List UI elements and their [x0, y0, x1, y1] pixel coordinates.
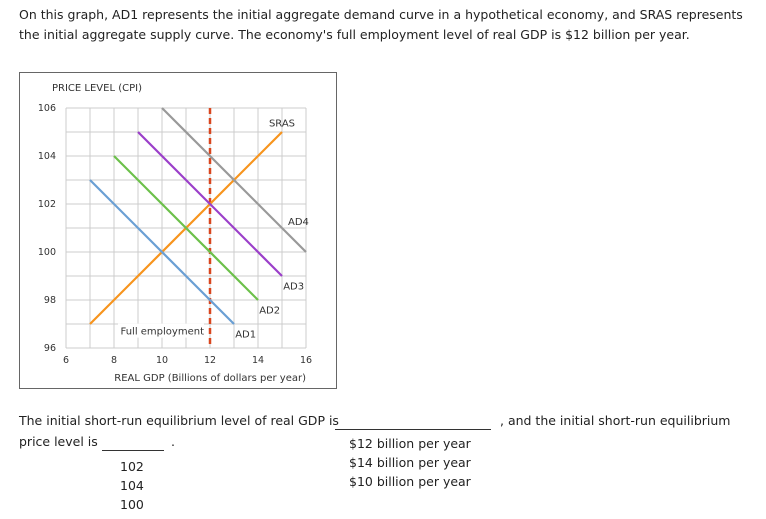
x-tick-label: 6 — [63, 355, 69, 366]
y-tick-label: 102 — [38, 199, 56, 210]
gdp-options-list: $12 billion per year $14 billion per yea… — [349, 434, 471, 491]
curve-ad2 — [113, 155, 259, 301]
y-tick-label: 100 — [38, 247, 56, 258]
curve-ad4 — [161, 107, 307, 253]
question-line-1: The initial short-run equilibrium level … — [19, 413, 339, 428]
curve-label-ad2: AD2 — [259, 306, 280, 317]
price-option[interactable]: 102 — [120, 459, 144, 474]
question-price-prefix: price level is — [19, 434, 98, 449]
curve-label-ad3: AD3 — [283, 282, 304, 293]
y-tick-label: 106 — [38, 103, 56, 114]
y-tick-label: 104 — [38, 151, 56, 162]
question-line-2: price level is — [19, 434, 98, 449]
price-answer-dropdown[interactable] — [102, 438, 164, 451]
full-employment-label-bg — [118, 323, 204, 338]
gdp-option[interactable]: $14 billion per year — [349, 455, 471, 470]
x-tick-label: 8 — [111, 355, 117, 366]
intro-text: On this graph, AD1 represents the initia… — [19, 7, 743, 42]
gdp-option[interactable]: $12 billion per year — [349, 436, 471, 451]
y-tick-label: 96 — [44, 343, 56, 354]
y-tick-label: 98 — [44, 295, 56, 306]
price-options-list: 102 104 100 — [120, 457, 144, 514]
x-tick-label: 10 — [156, 355, 168, 366]
graph-panel: PRICE LEVEL (CPI) 96 98 100 102 104 106 6 8 10 12 1… — [19, 72, 337, 389]
x-tick-label: 14 — [252, 355, 264, 366]
x-axis-title: REAL GDP (Billions of dollars per year) — [114, 373, 306, 384]
question-gdp-prefix: The initial short-run equilibrium level … — [19, 413, 339, 428]
y-axis-title: PRICE LEVEL (CPI) — [52, 83, 142, 94]
x-tick-label: 16 — [300, 355, 312, 366]
question-gdp-suffix: , and the initial short-run equilibrium — [500, 413, 731, 428]
gdp-answer-dropdown[interactable] — [335, 416, 491, 430]
curve-ad3 — [137, 131, 283, 277]
curve-label-ad1: AD1 — [235, 330, 256, 341]
curve-label-sras: SRAS — [269, 118, 295, 129]
price-option[interactable]: 100 — [120, 497, 144, 512]
ad-as-chart: PRICE LEVEL (CPI) 96 98 100 102 104 106 6 8 10 12 1… — [38, 83, 312, 384]
curve-label-ad4: AD4 — [288, 217, 309, 228]
x-tick-label: 12 — [204, 355, 216, 366]
full-employment-label: Full employment — [121, 327, 205, 338]
gdp-option[interactable]: $10 billion per year — [349, 474, 471, 489]
price-option[interactable]: 104 — [120, 478, 144, 493]
question-price-suffix: . — [171, 434, 175, 449]
curve-ad1 — [89, 179, 235, 325]
